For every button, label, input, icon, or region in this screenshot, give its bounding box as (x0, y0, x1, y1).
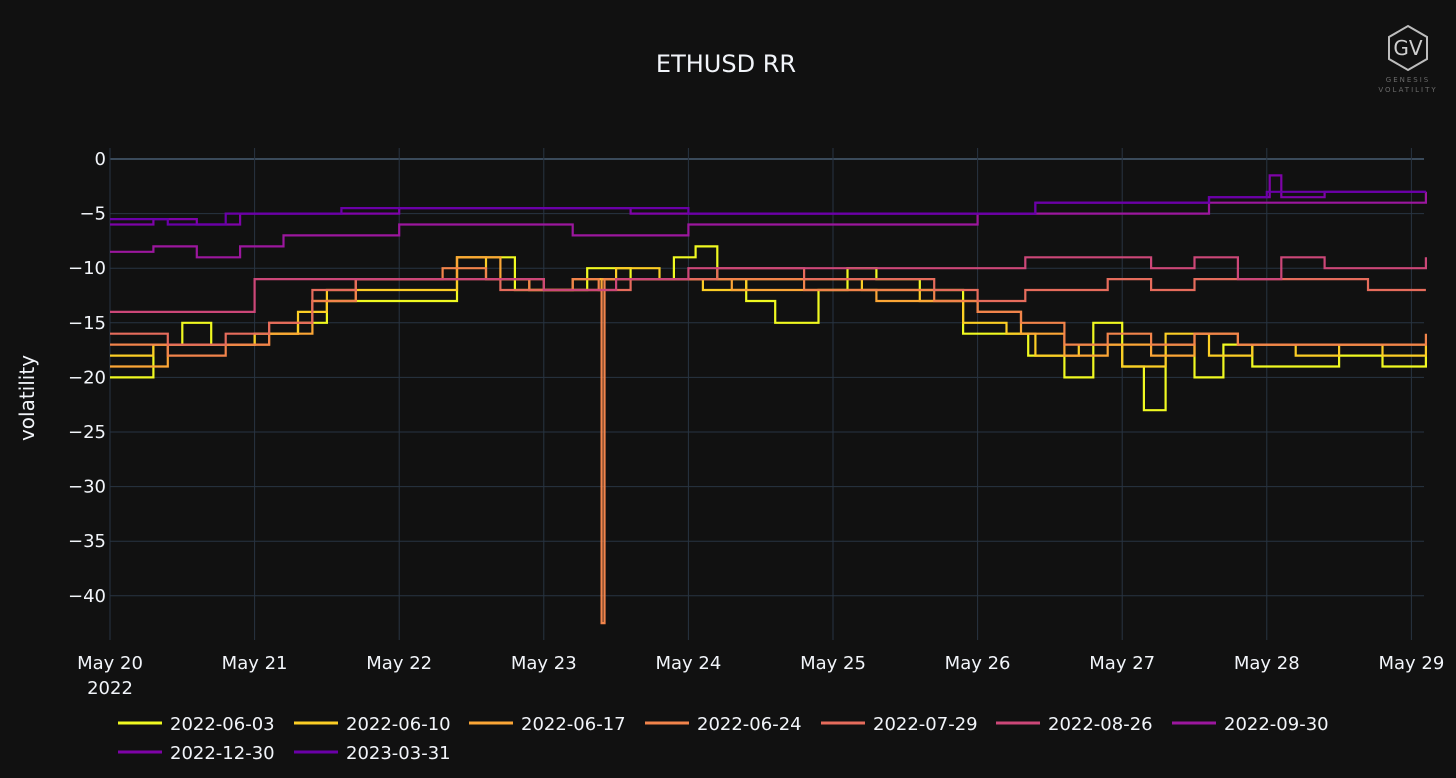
legend-item-2022-06-24[interactable]: 2022-06-24 (645, 714, 802, 735)
logo-subtitle-1: GENESIS (1386, 76, 1430, 84)
legend-label: 2022-08-26 (1048, 714, 1153, 735)
x-tick-label: May 28 (1234, 653, 1300, 674)
legend-label: 2022-12-30 (170, 743, 275, 764)
series-line-2023-03-31 (110, 190, 1426, 226)
x-tick-sublabel: 2022 (87, 678, 133, 699)
legend-item-2022-08-26[interactable]: 2022-08-26 (996, 714, 1153, 735)
y-tick-label: −35 (68, 531, 106, 552)
x-tick-label: May 23 (511, 653, 577, 674)
legend-item-2022-07-29[interactable]: 2022-07-29 (821, 714, 978, 735)
logo-initials: GV (1393, 36, 1422, 60)
x-tick-label: May 27 (1089, 653, 1155, 674)
y-tick-label: −20 (68, 367, 106, 388)
logo-subtitle-2: VOLATILITY (1378, 86, 1437, 94)
legend-label: 2022-06-24 (697, 714, 802, 735)
series-line-2022-09-30 (110, 191, 1427, 259)
legend-label: 2022-06-03 (170, 714, 275, 735)
x-tick-label: May 25 (800, 653, 866, 674)
x-axis-ticks: May 20 2022 May 21 May 22 May 23 May 24 May 25… (77, 653, 1444, 699)
legend-label: 2023-03-31 (346, 743, 451, 764)
y-tick-label: −30 (68, 477, 106, 498)
x-tick-label: May 24 (655, 653, 721, 674)
y-tick-label: 0 (95, 149, 106, 170)
legend-item-2022-06-03[interactable]: 2022-06-03 (118, 714, 275, 735)
legend[interactable]: 2022-06-03 2022-06-10 2022-06-17 2022-06-24… (118, 714, 1329, 764)
x-tick-label: May 20 (77, 653, 143, 674)
series-line-2022-08-26 (110, 256, 1427, 313)
chart-title: ETHUSD RR (656, 50, 796, 78)
x-tick-label: May 22 (366, 653, 432, 674)
y-tick-label: −10 (68, 258, 106, 279)
legend-item-2022-09-30[interactable]: 2022-09-30 (1172, 714, 1329, 735)
x-tick-label: May 21 (222, 653, 288, 674)
legend-item-2022-06-17[interactable]: 2022-06-17 (469, 714, 626, 735)
x-tick-label: May 26 (945, 653, 1011, 674)
legend-label: 2022-07-29 (873, 714, 978, 735)
x-tick-label: May 29 (1378, 653, 1444, 674)
legend-label: 2022-06-10 (346, 714, 451, 735)
plot-area (110, 174, 1427, 625)
legend-item-2022-06-10[interactable]: 2022-06-10 (294, 714, 451, 735)
y-tick-label: −40 (68, 586, 106, 607)
y-axis-ticks: 0 −5 −10 −15 −20 −25 −30 −35 −40 (68, 149, 106, 607)
legend-item-2023-03-31[interactable]: 2023-03-31 (294, 743, 451, 764)
y-tick-label: −15 (68, 313, 106, 334)
y-tick-label: −5 (79, 204, 106, 225)
legend-label: 2022-09-30 (1224, 714, 1329, 735)
legend-label: 2022-06-17 (521, 714, 626, 735)
logo-hexagon (1388, 24, 1428, 72)
y-tick-label: −25 (68, 422, 106, 443)
y-axis-label: volatility (15, 355, 39, 441)
logo: GV GENESIS VOLATILITY (1378, 24, 1437, 94)
legend-item-2022-12-30[interactable]: 2022-12-30 (118, 743, 275, 764)
